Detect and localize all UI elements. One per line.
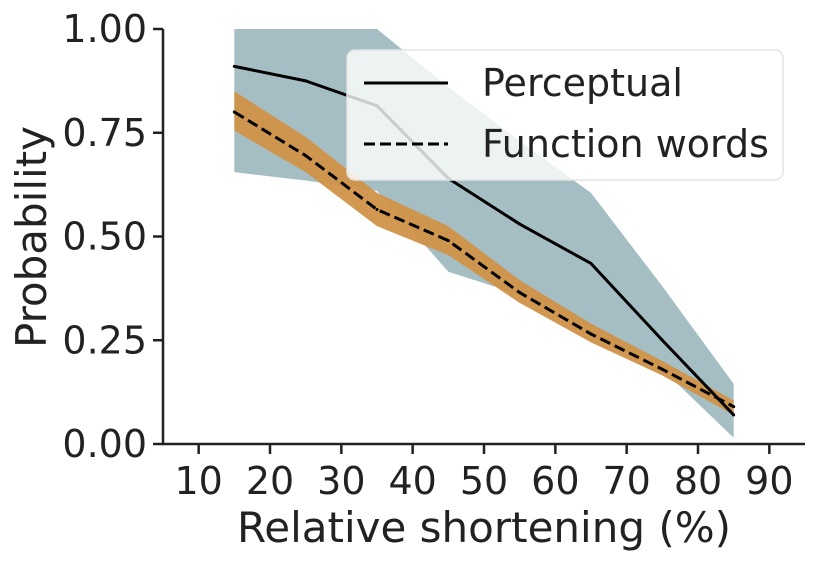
data-point-function-words: [232, 110, 236, 114]
x-tick-label: 90: [745, 459, 793, 503]
y-tick-label: 0.50: [62, 215, 147, 259]
x-ticks: 10 20 30 40 50 60 70 80 90: [174, 444, 794, 503]
data-point-perceptual: [732, 413, 736, 417]
legend: Perceptual Function words: [346, 49, 784, 181]
x-axis-label: Relative shortening (%): [237, 503, 731, 552]
legend-label-perceptual: Perceptual: [482, 61, 683, 105]
y-tick-label: 0.75: [62, 111, 147, 155]
x-tick-label: 40: [388, 459, 436, 503]
data-point-function-words: [589, 332, 593, 336]
series-line-function-words: [233, 110, 735, 408]
data-point-perceptual: [304, 79, 308, 83]
data-point-perceptual: [232, 64, 236, 68]
series-lines: [232, 64, 736, 417]
x-tick-label: 20: [246, 459, 294, 503]
x-tick-label: 30: [317, 459, 365, 503]
data-point-function-words: [732, 405, 736, 409]
data-point-perceptual: [518, 222, 522, 226]
data-point-function-words: [660, 367, 664, 371]
x-tick-label: 70: [602, 459, 650, 503]
series-line-perceptual: [234, 64, 735, 416]
data-point-function-words: [304, 154, 308, 158]
y-axis-label: Probability: [7, 126, 56, 348]
legend-box: [346, 49, 784, 181]
y-ticks: 0.00 0.25 0.50 0.75 1.00: [62, 7, 163, 466]
data-point-function-words: [375, 208, 379, 212]
x-tick-label: 80: [674, 459, 722, 503]
x-tick-label: 60: [531, 459, 579, 503]
x-tick-label: 50: [460, 459, 508, 503]
data-point-perceptual: [589, 261, 593, 265]
band-function-words: [234, 91, 734, 415]
data-point-function-words: [518, 291, 522, 295]
data-point-function-words: [446, 239, 450, 243]
data-point-perceptual: [660, 338, 664, 342]
x-tick-label: 10: [174, 459, 222, 503]
y-tick-label: 1.00: [62, 7, 147, 51]
y-tick-label: 0.00: [62, 422, 147, 466]
y-tick-label: 0.25: [62, 318, 147, 362]
legend-label-function-words: Function words: [482, 122, 769, 166]
